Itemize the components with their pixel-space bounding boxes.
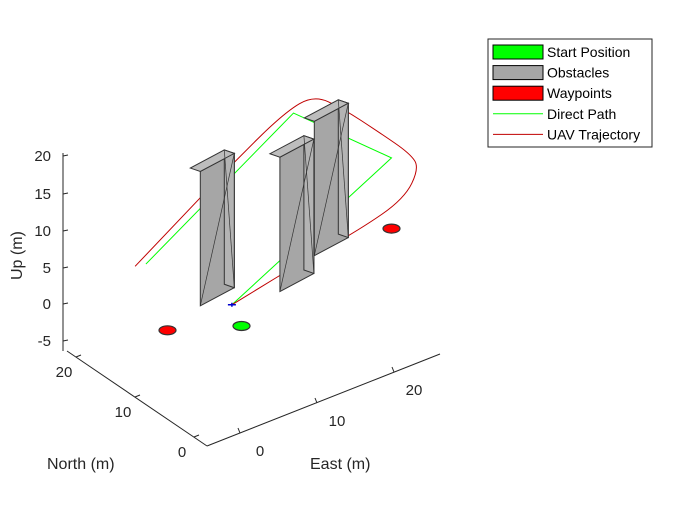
x-tick-label: 20 [406, 382, 423, 399]
y-tick-label: 0 [178, 444, 186, 461]
obstacle-edge [303, 135, 315, 274]
waypoint-marker [158, 325, 177, 336]
obstacle [268, 134, 316, 293]
axes: 0 10 20 0 10 20 -5 0 5 10 15 20 [34, 148, 441, 461]
legend-label: Waypoints [547, 85, 612, 101]
legend-swatch-obstacles [492, 65, 544, 81]
legend-label: Obstacles [547, 65, 609, 81]
x-tick [391, 366, 395, 373]
y-tick [193, 434, 200, 438]
y-tick [75, 354, 82, 358]
x-axis-line [206, 353, 441, 447]
obstacle-edge [279, 139, 315, 292]
z-tick [62, 266, 69, 269]
start-position-marker [232, 320, 251, 332]
z-tick-label: -5 [38, 333, 51, 350]
x-tick-label: 0 [256, 443, 264, 460]
axis-labels: East (m) North (m) Up (m) [9, 231, 370, 473]
z-tick [62, 339, 69, 342]
vehicle-icon [227, 302, 236, 307]
y-tick-label: 20 [56, 364, 73, 381]
z-tick [62, 154, 69, 157]
uav-trajectory-line [134, 98, 417, 306]
x-tick [237, 427, 241, 434]
legend-swatch-start-position [492, 44, 544, 60]
y-tick [134, 394, 141, 398]
y-axis-label: North (m) [47, 456, 115, 473]
obstacle-edge [337, 99, 349, 238]
z-tick-label: 5 [43, 260, 51, 277]
x-tick [314, 397, 318, 404]
z-tick-label: 10 [34, 223, 51, 240]
legend-swatch-waypoints [492, 85, 544, 101]
z-tick [62, 192, 69, 195]
z-tick [62, 229, 69, 232]
y-axis-line [66, 350, 208, 447]
plot-area [134, 98, 417, 336]
legend-label: Start Position [547, 44, 630, 60]
waypoint-marker [382, 223, 401, 234]
z-tick [62, 302, 69, 305]
y-tick-label: 10 [115, 404, 132, 421]
direct-path-line [145, 112, 393, 306]
obstacle-edge [199, 153, 235, 306]
z-tick-label: 20 [34, 148, 51, 165]
obstacle-edge [313, 103, 349, 256]
x-axis-label: East (m) [310, 456, 370, 473]
legend: Start Position Obstacles Waypoints Direct P… [487, 38, 653, 148]
x-tick-label: 10 [329, 413, 346, 430]
legend-label: Direct Path [547, 106, 616, 122]
z-tick-label: 0 [43, 296, 51, 313]
z-tick-label: 15 [34, 186, 51, 203]
z-axis-label: Up (m) [9, 231, 26, 280]
obstacle [303, 99, 350, 257]
obstacle [189, 149, 236, 307]
legend-label: UAV Trajectory [547, 126, 640, 142]
obstacle-edge [223, 149, 235, 288]
